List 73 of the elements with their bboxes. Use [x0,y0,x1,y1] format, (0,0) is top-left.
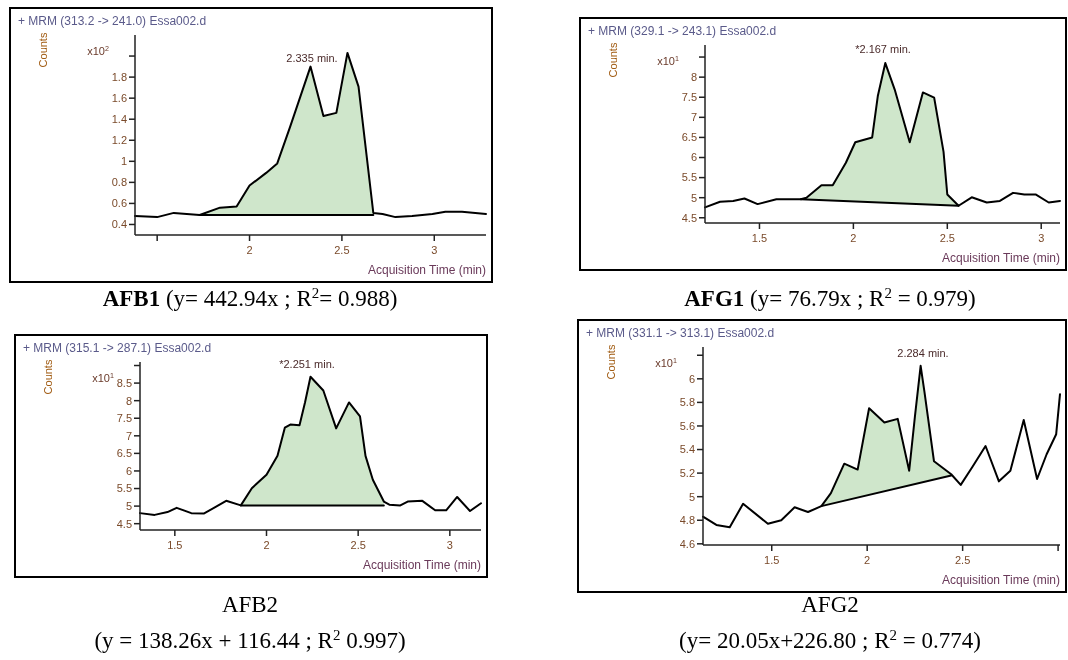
y-tick-label: 7.5 [681,91,697,104]
y-tick-label: 5 [690,191,697,204]
x-axis-title: Acquisition Time (min) [941,573,1060,587]
x-tick-label: 2.5 [350,539,366,551]
y-tick-label: 1.8 [111,70,127,83]
y-tick-label: 4.6 [679,537,695,550]
y-tick-label: 8.5 [116,376,132,389]
y-tick-label: 4.5 [681,211,697,224]
x-tick-label: 3 [446,539,453,551]
y-tick-label: 7.5 [116,412,132,425]
y-tick-label: 0.4 [111,218,127,231]
annotation: 2.284 min. [897,346,949,359]
y-tick-label: 1 [120,155,127,168]
x-tick-label: 2 [850,232,857,244]
y-tick-label: 6.5 [681,131,697,144]
x-tick-label: 2.5 [334,244,350,256]
y-tick-label: 4.8 [679,514,695,527]
text: AFG2 [801,592,859,617]
chart-title: + MRM (331.1 -> 313.1) Essa002.d [586,326,775,340]
text: x10$^{1}$ [92,372,114,384]
text: x10$^{1}$ [657,55,679,67]
chart-title: + MRM (315.1 -> 287.1) Essa002.d [23,341,212,355]
y-tick-label: 7 [125,429,132,442]
y-tick-label: 8 [690,70,697,83]
x-tick-label: 1.5 [751,232,768,244]
y-tick-label: 6 [690,151,697,164]
y-tick-label: 0.6 [111,197,127,210]
y-tick-label: 5.5 [116,482,132,495]
text: AFB1 (y= 442.94x ; R$^{2}$= 0.988) [102,285,398,311]
y-tick-label: 5.5 [681,171,697,184]
y-axis-title: Counts [605,344,617,380]
x-tick-label: 2 [864,554,871,566]
chart-title: + MRM (313.2 -> 241.0) Essa002.d [18,14,207,28]
y-tick-label: 1.6 [111,92,127,105]
text: AFB2 [221,592,279,617]
y-tick-label: 6.5 [116,447,132,460]
y-tick-label: 6 [688,372,695,385]
y-tick-label: 7 [690,111,697,124]
y-tick-label: 6 [125,464,132,477]
text: x10$^{2}$ [87,45,109,57]
y-tick-label: 5.6 [679,419,695,432]
y-tick-label: 1.4 [111,113,127,126]
x-tick-label: 3 [431,244,438,256]
x-axis-title: Acquisition Time (min) [362,558,481,572]
annotation: *2.251 min. [279,357,335,370]
y-axis-title: Counts [37,32,49,68]
y-tick-label: 5.2 [679,466,695,479]
x-tick-label: 2.5 [939,232,955,244]
y-tick-label: 5.4 [679,443,695,456]
text: (y = 138.26x + 116.44 ; R$^{2}$ 0.997) [94,627,406,653]
y-tick-label: 5.8 [679,396,695,409]
x-tick-label: 2 [246,244,253,256]
text: (y= 20.05x+226.80 ; R$^{2}$ = 0.774) [679,627,981,653]
annotation: 2.335 min. [286,51,338,64]
x-axis-title: Acquisition Time (min) [941,251,1060,265]
chart-title: + MRM (329.1 -> 243.1) Essa002.d [588,24,777,38]
y-tick-label: 5 [688,490,695,503]
y-axis-title: Counts [607,42,619,78]
y-tick-label: 1.2 [111,134,127,147]
x-tick-label: 1.5 [167,539,183,551]
y-tick-label: 5 [125,499,132,512]
y-tick-label: 8 [125,394,132,407]
x-axis-title: Acquisition Time (min) [367,263,486,277]
x-tick-label: 3 [1038,232,1045,244]
x-tick-label: 1.5 [764,554,780,566]
text: x10$^{1}$ [655,357,677,369]
annotation: *2.167 min. [855,42,911,55]
y-tick-label: 0.8 [111,176,127,189]
y-tick-label: 4.5 [116,517,132,530]
x-tick-label: 2 [263,539,270,551]
x-tick-label: 2.5 [954,554,971,566]
text: AFG1 (y= 76.79x ; R$^{2}$ = 0.979) [684,285,976,311]
y-axis-title: Counts [42,359,54,395]
